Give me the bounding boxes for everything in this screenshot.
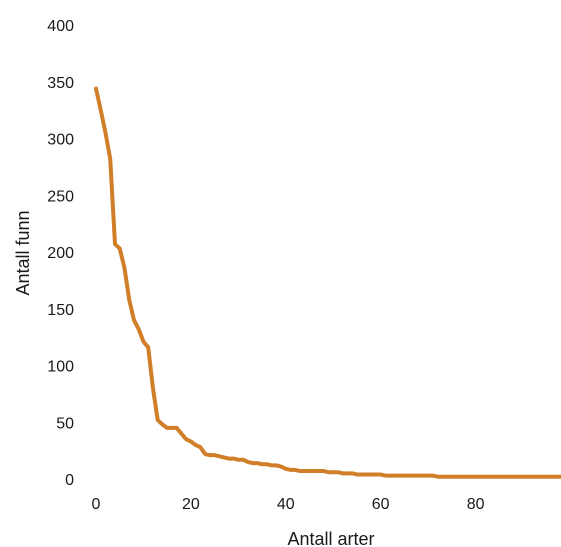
series-line-1 [94,86,561,479]
x-axis-ticks: 0 20 40 60 80 [92,496,485,513]
y-tick-label: 0 [65,472,74,489]
x-tick-label: 80 [467,496,485,513]
y-axis-title: Antall funn [13,210,33,295]
y-tick-label: 400 [47,18,74,35]
x-tick-label: 60 [372,496,390,513]
series-layer [94,86,561,479]
y-tick-label: 300 [47,132,74,149]
x-tick-label: 0 [92,496,101,513]
y-tick-label: 50 [56,415,74,432]
y-tick-label: 100 [47,359,74,376]
x-axis-title: Antall arter [287,529,374,547]
x-tick-label: 40 [277,496,295,513]
y-tick-label: 150 [47,302,74,319]
y-tick-label: 250 [47,188,74,205]
y-tick-label: 200 [47,245,74,262]
y-tick-label: 350 [47,75,74,92]
y-axis-ticks: 0 50 100 150 200 250 300 350 400 [47,18,74,489]
x-tick-label: 20 [182,496,200,513]
